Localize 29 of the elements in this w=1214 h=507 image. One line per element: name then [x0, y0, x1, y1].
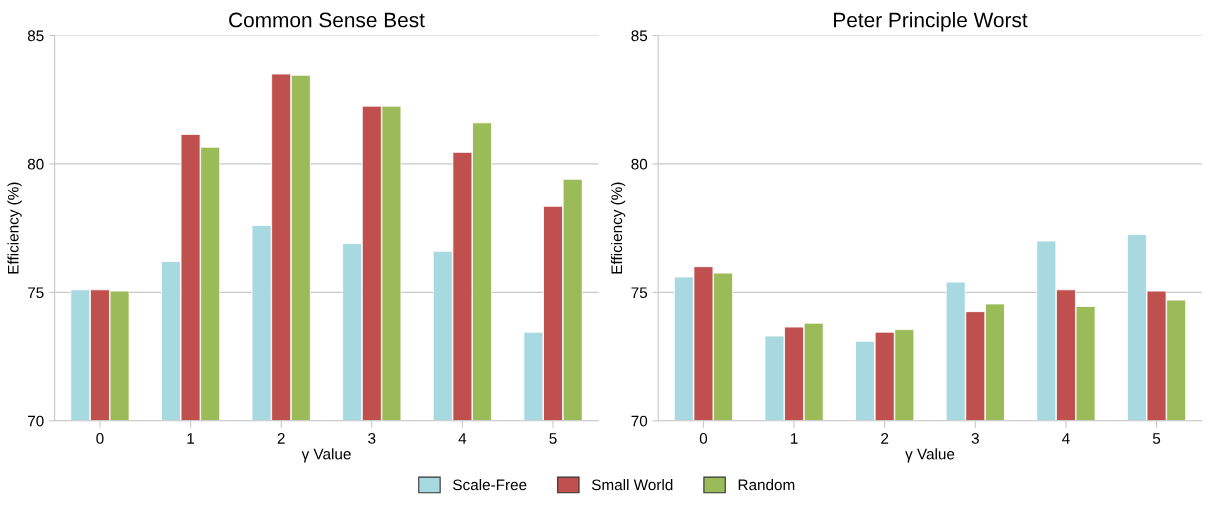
- y-tick-label: 80: [27, 158, 44, 170]
- chart-title: Common Sense Best: [229, 12, 425, 28]
- x-tick-label: 4: [458, 433, 467, 444]
- x-tick-label: 1: [790, 433, 798, 444]
- x-tick-label: 3: [368, 433, 376, 444]
- y-tick-label: 70: [631, 415, 648, 427]
- y-tick-label: 85: [631, 30, 648, 42]
- x-axis-title: γ Value: [905, 448, 955, 463]
- x-axis-title: γ Value: [301, 448, 351, 463]
- x-tick-label: 1: [187, 433, 195, 444]
- legend-label: Small World: [591, 479, 673, 491]
- y-axis-title: Efficiency (%): [7, 182, 22, 274]
- chart-title: Peter Principle Worst: [834, 12, 1028, 32]
- x-tick-label: 2: [881, 433, 889, 444]
- y-tick-label: 70: [28, 415, 44, 427]
- x-tick-label: 2: [277, 433, 285, 444]
- x-tick-label: 0: [699, 433, 708, 444]
- y-tick-label: 85: [27, 30, 44, 42]
- y-tick-label: 80: [631, 158, 648, 170]
- x-tick-label: 5: [549, 433, 557, 444]
- legend-label: Random: [738, 479, 795, 491]
- x-tick-label: 5: [1152, 433, 1161, 444]
- x-tick-label: 3: [971, 433, 979, 444]
- legend-label: Scale-Free: [453, 479, 527, 491]
- y-axis-title: Efficiency (%): [610, 182, 626, 274]
- y-tick-label: 75: [28, 287, 44, 299]
- x-tick-label: 4: [1062, 433, 1070, 444]
- y-tick-label: 75: [631, 287, 648, 299]
- x-tick-label: 0: [96, 433, 104, 444]
